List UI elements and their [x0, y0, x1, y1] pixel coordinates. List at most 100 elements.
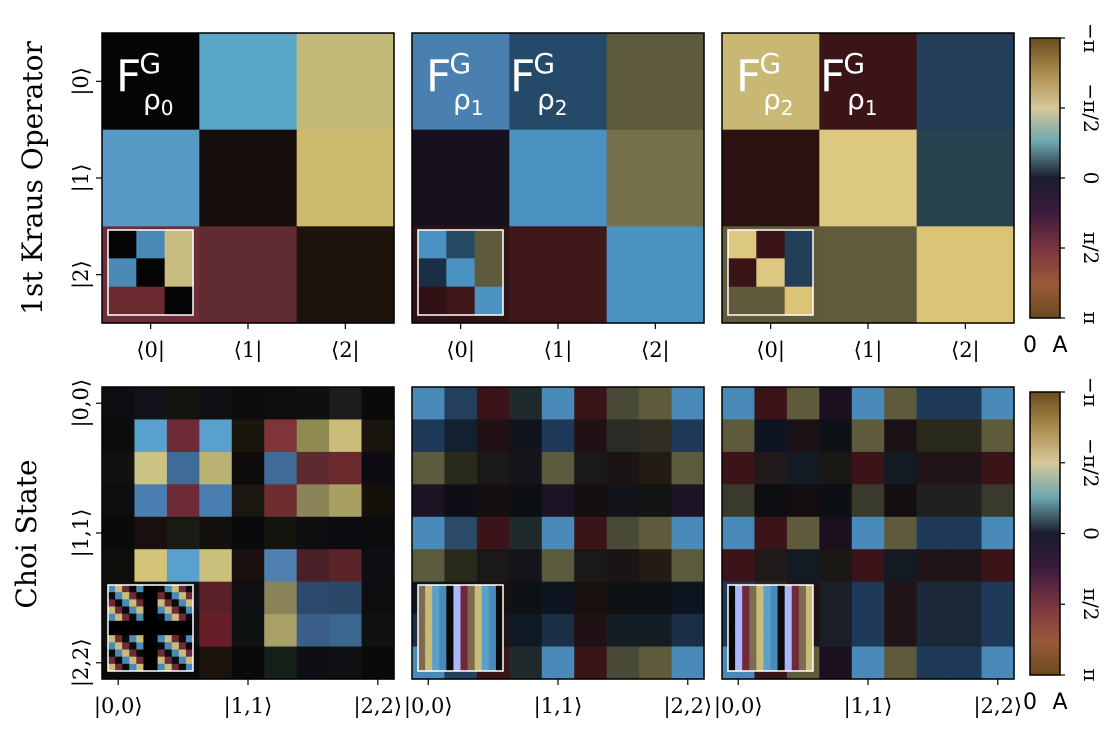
inset-cell: [481, 635, 490, 643]
inset-cell: [178, 606, 187, 615]
inset-cell: [432, 635, 440, 643]
heatmap-cell: [981, 581, 1015, 615]
inset-cell: [432, 592, 440, 600]
heatmap-cell: [819, 387, 853, 421]
heatmap-cell: [102, 549, 136, 583]
inset-cell: [446, 286, 476, 316]
heatmap-cell: [329, 516, 363, 550]
inset-cell: [164, 585, 173, 593]
heatmap-cell: [916, 419, 950, 453]
inset-cell: [150, 649, 158, 658]
heatmap-cell: [361, 614, 395, 648]
inset-cell: [460, 642, 468, 650]
inset-cell: [136, 620, 144, 629]
inset-cell: [122, 606, 130, 615]
inset-cell: [749, 656, 757, 665]
heatmap-cell: [949, 581, 983, 615]
heatmap-cell: [541, 516, 575, 550]
inset-cell: [481, 606, 490, 615]
inset-cell: [798, 635, 807, 643]
heatmap-cell: [851, 581, 885, 615]
heatmap-cell: [884, 581, 918, 615]
inset-cell: [129, 649, 137, 658]
heatmap-cell: [296, 129, 395, 227]
heatmap-cell: [819, 484, 853, 518]
heatmap-cell: [361, 646, 395, 680]
heatmap-cell: [412, 419, 446, 453]
inset-cell: [805, 663, 814, 672]
inset-cell: [474, 230, 504, 259]
heatmap-cell: [264, 419, 298, 453]
heatmap-cell: [264, 451, 298, 485]
inset-cell: [770, 599, 778, 607]
inset-cell: [467, 663, 476, 672]
inset-cell: [425, 628, 433, 636]
inset-cell: [432, 663, 440, 672]
heatmap-cell: [606, 614, 640, 648]
heatmap-cell: [606, 387, 640, 421]
heatmap-cell: [884, 646, 918, 680]
heatmap-cell: [509, 646, 543, 680]
inset-cell: [136, 258, 166, 288]
row-label-kraus-text: 1st Kraus Operator: [16, 41, 49, 315]
inset-frame: [417, 229, 504, 316]
inset-cell: [728, 642, 736, 650]
inset-cell: [164, 599, 173, 607]
inset-cell: [446, 656, 454, 665]
inset-cell: [143, 599, 151, 607]
inset-cell: [467, 599, 476, 607]
inset-cell: [735, 663, 743, 672]
inset-cell: [735, 649, 743, 658]
heatmap-cell: [166, 387, 200, 421]
inset-cell: [185, 656, 194, 665]
kraus-panel-0: FG ρ0 ⟨0| ⟨1| ⟨2| |0⟩ |1⟩ |2⟩: [69, 32, 395, 363]
inset-cell: [749, 620, 757, 629]
inset-cell: [122, 635, 130, 643]
heatmap-cell: [981, 614, 1015, 648]
inset-cell: [763, 642, 771, 650]
y-tick-label: |1⟩: [69, 164, 94, 193]
heatmap-cell: [754, 549, 788, 583]
inset-cell: [157, 663, 166, 672]
inset-cell: [143, 613, 151, 622]
heatmap-cell: [981, 484, 1015, 518]
inset-cell: [460, 656, 468, 665]
inset-cell: [488, 613, 497, 622]
inset-cell: [728, 585, 736, 593]
inset-cell: [418, 230, 447, 259]
inset-cell: [150, 606, 158, 615]
inset-cell: [446, 606, 454, 615]
inset-cell: [122, 649, 130, 658]
choi-panel-1: |0,0⟩ |1,1⟩ |2,2⟩: [404, 386, 712, 719]
heatmap-cell: [819, 226, 918, 324]
inset-cell: [185, 599, 194, 607]
heatmap-cell: [541, 419, 575, 453]
inset-cell: [805, 656, 814, 665]
inset-cell: [439, 585, 447, 593]
inset-cell: [171, 592, 180, 600]
heatmap-cell: [444, 419, 478, 453]
inset-cell: [495, 585, 504, 593]
inset-cell: [185, 620, 194, 629]
inset-cell: [136, 585, 144, 593]
inset-cell: [122, 585, 130, 593]
x-tick-label: ⟨0|: [756, 338, 785, 363]
inset-cell: [777, 620, 786, 629]
inset-cell: [749, 585, 757, 593]
heatmap-cell: [541, 549, 575, 583]
inset-cell: [749, 642, 757, 650]
inset-cell: [756, 649, 764, 658]
inset-cell: [136, 642, 144, 650]
inset-cell: [770, 635, 778, 643]
inset-cell: [108, 258, 137, 288]
inset-cell: [756, 258, 786, 288]
inset-cell: [453, 613, 461, 622]
kraus-panel-2: FG ρ2 FG ρ1 ⟨0| ⟨1| ⟨2|: [721, 32, 1015, 363]
heatmap-cell: [166, 549, 200, 583]
inset-cell: [108, 663, 116, 672]
inset-cell: [474, 649, 483, 658]
inset-cell: [805, 628, 814, 636]
inset-cell: [728, 230, 757, 259]
heatmap-cell: [949, 451, 983, 485]
inset-cell: [171, 613, 180, 622]
